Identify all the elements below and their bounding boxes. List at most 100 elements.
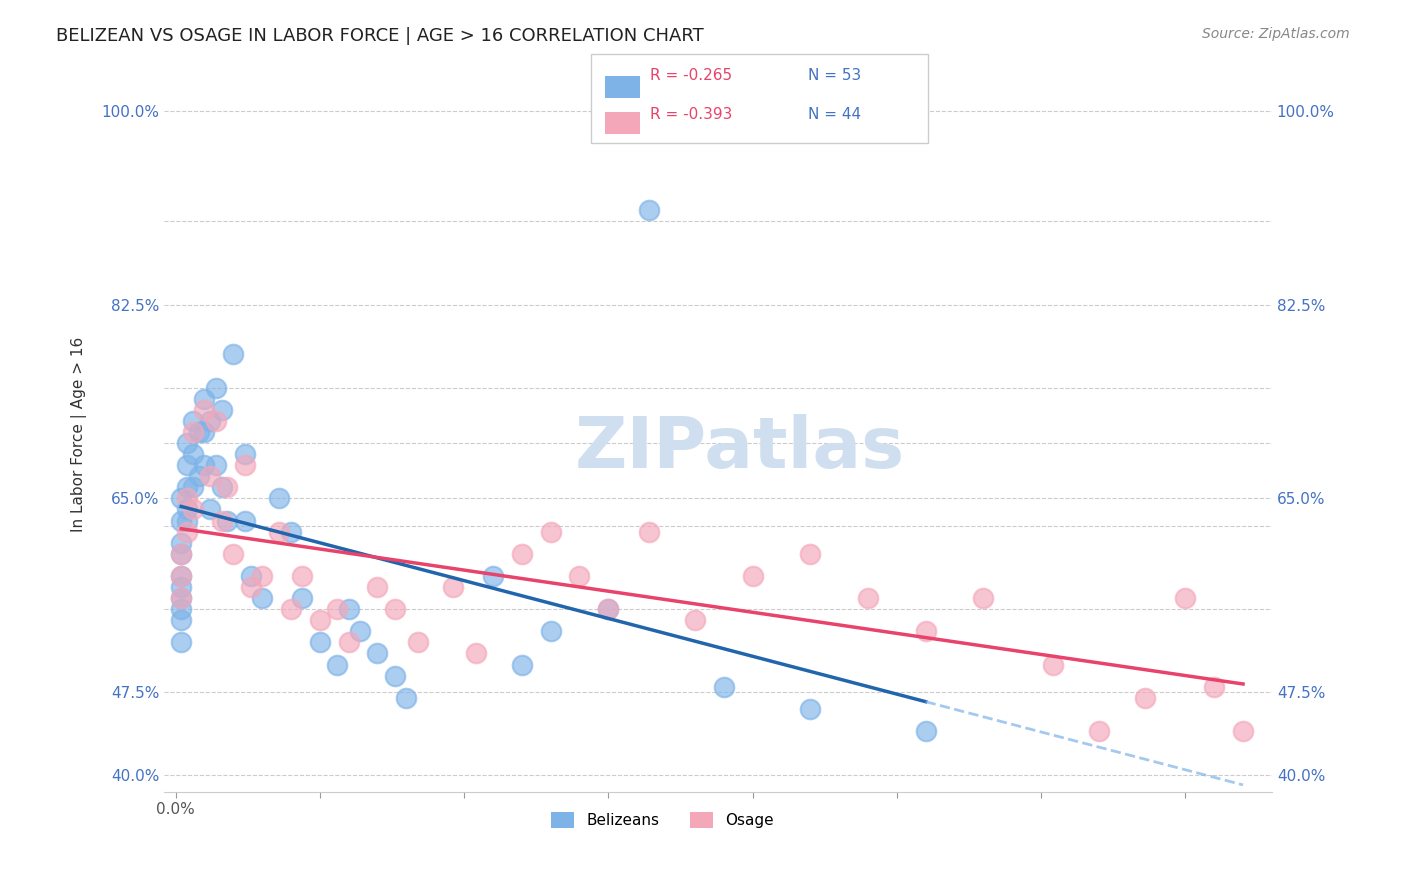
Point	[198, 414, 221, 428]
Point	[170, 569, 193, 583]
Point	[510, 657, 533, 672]
Point	[250, 591, 273, 606]
Point	[205, 458, 228, 472]
Point	[598, 602, 620, 616]
Point	[637, 524, 659, 539]
Text: R = -0.265: R = -0.265	[650, 69, 731, 83]
Point	[280, 524, 302, 539]
Point	[181, 447, 204, 461]
Point	[176, 514, 198, 528]
Point	[239, 569, 262, 583]
Y-axis label: In Labor Force | Age > 16: In Labor Force | Age > 16	[72, 337, 87, 533]
Point	[269, 491, 291, 506]
Point	[540, 524, 562, 539]
Point	[337, 635, 360, 649]
Point	[1174, 591, 1197, 606]
Point	[250, 569, 273, 583]
Point	[187, 425, 209, 439]
Point	[170, 514, 193, 528]
Point	[176, 480, 198, 494]
Point	[176, 524, 198, 539]
Point	[170, 602, 193, 616]
Point	[366, 647, 388, 661]
Point	[170, 569, 193, 583]
Text: R = -0.393: R = -0.393	[650, 107, 733, 121]
Point	[1232, 724, 1254, 739]
Point	[181, 414, 204, 428]
Point	[176, 436, 198, 450]
Point	[308, 635, 330, 649]
Point	[540, 624, 562, 639]
Point	[217, 514, 239, 528]
Point	[349, 624, 371, 639]
Text: N = 53: N = 53	[808, 69, 862, 83]
Point	[181, 425, 204, 439]
Point	[176, 491, 198, 506]
Point	[395, 690, 418, 705]
Point	[337, 602, 360, 616]
Legend: Belizeans, Osage: Belizeans, Osage	[546, 806, 780, 834]
Point	[233, 514, 256, 528]
Point	[233, 447, 256, 461]
Point	[713, 680, 735, 694]
Point	[187, 469, 209, 483]
Point	[170, 591, 193, 606]
Point	[464, 647, 486, 661]
Point	[308, 613, 330, 627]
Point	[406, 635, 429, 649]
Point	[193, 402, 215, 417]
Point	[384, 602, 406, 616]
Text: BELIZEAN VS OSAGE IN LABOR FORCE | AGE > 16 CORRELATION CHART: BELIZEAN VS OSAGE IN LABOR FORCE | AGE >…	[56, 27, 704, 45]
Point	[217, 480, 239, 494]
Point	[205, 414, 228, 428]
Point	[326, 657, 349, 672]
Point	[683, 613, 706, 627]
Point	[181, 480, 204, 494]
Point	[1204, 680, 1226, 694]
Point	[170, 580, 193, 594]
Point	[799, 702, 821, 716]
Point	[170, 547, 193, 561]
Point	[170, 491, 193, 506]
Point	[441, 580, 464, 594]
Point	[170, 547, 193, 561]
Point	[598, 602, 620, 616]
Point	[222, 347, 245, 361]
Point	[482, 569, 505, 583]
Point	[176, 458, 198, 472]
Point	[170, 635, 193, 649]
Text: Source: ZipAtlas.com: Source: ZipAtlas.com	[1202, 27, 1350, 41]
Point	[176, 502, 198, 516]
Point	[799, 547, 821, 561]
Point	[239, 580, 262, 594]
Point	[211, 402, 233, 417]
Point	[568, 569, 591, 583]
Point	[366, 580, 388, 594]
Text: N = 44: N = 44	[808, 107, 862, 121]
Point	[637, 203, 659, 218]
Point	[914, 724, 936, 739]
Point	[170, 591, 193, 606]
Point	[972, 591, 994, 606]
Text: ZIPatlas: ZIPatlas	[575, 415, 905, 483]
Point	[856, 591, 879, 606]
Point	[222, 547, 245, 561]
Point	[1087, 724, 1109, 739]
Point	[326, 602, 349, 616]
Point	[269, 524, 291, 539]
Point	[233, 458, 256, 472]
Point	[291, 569, 314, 583]
Point	[280, 602, 302, 616]
Point	[741, 569, 763, 583]
Point	[914, 624, 936, 639]
Point	[193, 425, 215, 439]
Point	[198, 502, 221, 516]
Point	[211, 480, 233, 494]
Point	[205, 381, 228, 395]
Point	[193, 458, 215, 472]
Point	[193, 392, 215, 406]
Point	[1133, 690, 1156, 705]
Point	[291, 591, 314, 606]
Point	[181, 502, 204, 516]
Point	[510, 547, 533, 561]
